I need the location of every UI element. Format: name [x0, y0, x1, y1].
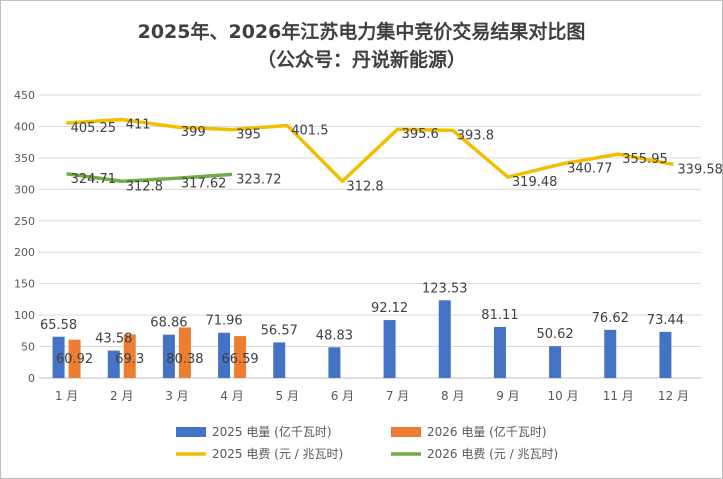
data-label: 399	[181, 125, 206, 140]
x-tick-label: 8 月	[441, 389, 464, 403]
bar	[383, 320, 396, 378]
data-label: 317.62	[181, 176, 227, 191]
data-label: 71.96	[205, 314, 242, 329]
bar	[68, 339, 81, 378]
legend-swatch	[391, 427, 421, 437]
data-label: 68.86	[150, 316, 187, 331]
data-label: 123.53	[422, 281, 468, 296]
x-tick-label: 7 月	[386, 389, 409, 403]
data-label: 73.44	[647, 313, 684, 328]
y-tick-label: 400	[14, 120, 35, 133]
y-tick-label: 0	[28, 372, 35, 385]
legend-label: 2025 电量 (亿千瓦时)	[212, 424, 332, 439]
y-tick-label: 50	[21, 341, 35, 354]
legend-label: 2026 电费 (元 / 兆瓦时)	[427, 447, 558, 461]
bar	[328, 347, 341, 378]
data-label: 50.62	[536, 327, 573, 342]
x-tick-label: 9 月	[496, 389, 519, 403]
data-label: 405.25	[71, 121, 117, 136]
x-tick-label: 3 月	[165, 389, 188, 403]
bar	[493, 326, 506, 378]
x-tick-label: 12 月	[658, 389, 689, 403]
bar	[218, 332, 231, 378]
data-label: 395	[236, 128, 261, 143]
x-tick-label: 1 月	[55, 389, 78, 403]
data-label: 65.58	[40, 318, 77, 333]
data-label: 69.3	[115, 352, 144, 367]
data-label: 48.83	[316, 328, 353, 343]
data-label: 339.58	[677, 162, 722, 177]
data-label: 355.95	[622, 152, 668, 167]
line-series	[66, 172, 233, 184]
x-tick-label: 2 月	[110, 389, 133, 403]
y-tick-label: 200	[14, 246, 35, 259]
bar	[659, 331, 672, 378]
data-label: 56.57	[261, 323, 298, 338]
bar	[178, 327, 191, 378]
legend-label: 2026 电量 (亿千瓦时)	[427, 424, 547, 439]
data-label: 60.92	[56, 352, 93, 367]
bar	[162, 334, 175, 378]
bar	[549, 346, 562, 378]
data-label: 340.77	[567, 162, 613, 177]
x-tick-label: 5 月	[276, 389, 299, 403]
data-label: 393.8	[457, 128, 494, 143]
data-label: 401.5	[291, 124, 328, 139]
bar	[604, 329, 617, 378]
legend-label: 2025 电费 (元 / 兆瓦时)	[212, 447, 343, 461]
data-label: 76.62	[592, 311, 629, 326]
data-label: 66.59	[221, 352, 258, 367]
data-label: 81.11	[481, 308, 518, 323]
x-tick-label: 6 月	[331, 389, 354, 403]
x-tick-label: 4 月	[220, 389, 243, 403]
data-label: 411	[126, 118, 151, 133]
data-label: 43.58	[95, 332, 132, 347]
chart-title: 2025年、2026年江苏电力集中竞价交易结果对比图	[137, 21, 586, 43]
y-tick-label: 300	[14, 183, 35, 196]
data-label: 92.12	[371, 301, 408, 316]
data-label: 80.38	[166, 352, 203, 367]
y-tick-label: 450	[14, 89, 35, 102]
bar	[273, 342, 286, 378]
bar	[107, 350, 120, 378]
bar	[123, 334, 136, 378]
bar	[234, 336, 247, 378]
y-tick-label: 350	[14, 152, 35, 165]
legend-swatch	[176, 427, 206, 437]
data-label: 312.8	[346, 179, 383, 194]
x-tick-label: 11 月	[603, 389, 634, 403]
y-tick-label: 100	[14, 309, 35, 322]
data-label: 312.8	[126, 179, 163, 194]
data-label: 324.71	[71, 172, 117, 187]
chart-subtitle: （公众号：丹说新能源）	[256, 49, 466, 71]
y-tick-label: 250	[14, 215, 35, 228]
bar	[438, 300, 451, 378]
line-series	[66, 117, 674, 184]
data-label: 395.6	[402, 127, 439, 142]
y-tick-label: 150	[14, 278, 35, 291]
data-label: 319.48	[512, 175, 557, 190]
x-tick-label: 10 月	[548, 389, 579, 403]
bar	[52, 336, 65, 378]
data-label: 323.72	[236, 172, 281, 187]
